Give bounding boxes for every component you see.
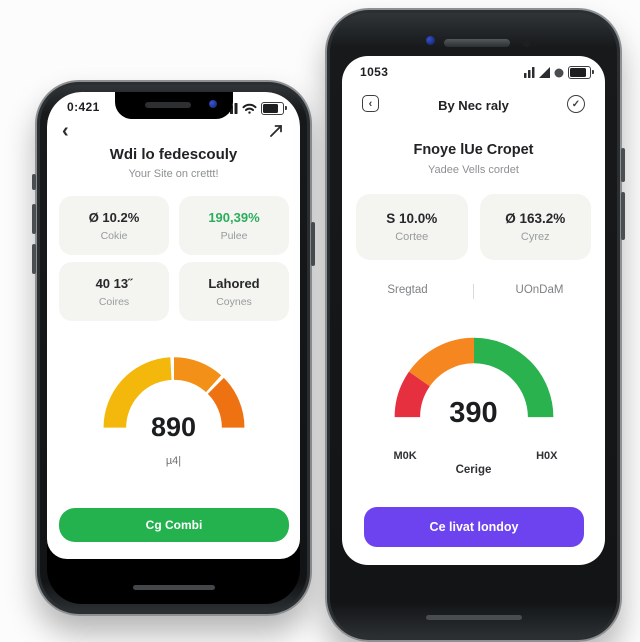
left-phone-screen: 0:421 ‹ Wdi lo f	[47, 92, 300, 604]
status-time: 0:421	[67, 100, 100, 114]
stat-label: Pulee	[220, 229, 248, 242]
mute-switch	[32, 174, 36, 190]
volume-up-button	[32, 204, 36, 234]
volume-button	[621, 148, 625, 182]
gauge-min-label: M0K	[393, 450, 417, 462]
stat-value: S 10.0%	[386, 211, 438, 226]
score-gauge: 890	[87, 345, 261, 442]
gauge-value: 890	[150, 412, 197, 442]
gauge-sub-label: µ4|	[165, 455, 182, 467]
stat-value: 40 13˝	[95, 275, 133, 291]
speaker-grille	[144, 102, 191, 108]
right-phone-frame: 1053 ‹ By Nec raly ✓ Fnoye lUe Cropet Ya…	[325, 8, 625, 642]
stat-card[interactable]: S 10.0% Cortee	[356, 194, 468, 260]
stat-value: 190,39%	[208, 209, 260, 225]
power-button	[311, 222, 315, 266]
stat-value: Ø 163.2%	[505, 211, 566, 226]
notch	[114, 92, 233, 119]
volume-down-button	[32, 244, 36, 274]
stat-label: Cokie	[100, 229, 128, 242]
tab-left[interactable]: Sregtad	[387, 284, 428, 296]
stat-value: Ø 10.2%	[88, 209, 140, 225]
tab-divider	[473, 284, 474, 299]
gauge-max-label: H0X	[536, 450, 558, 462]
speaker-grille	[444, 39, 510, 47]
gauge-center-label: Cerige	[455, 464, 492, 476]
left-app-content: 0:421 ‹ Wdi lo f	[47, 92, 300, 559]
primary-action-button[interactable]: Cg Combi	[59, 508, 289, 542]
right-phone-screen: 1053 ‹ By Nec raly ✓ Fnoye lUe Cropet Ya…	[342, 56, 605, 565]
home-indicator[interactable]	[425, 615, 522, 620]
stat-label: Coynes	[216, 295, 252, 308]
status-time: 1053	[360, 65, 389, 79]
segment-tabs: Sregtad UOnDaM	[342, 284, 605, 299]
score-gauge: 390 M0K H0X Cerige	[376, 324, 572, 476]
stat-value: Lahored	[208, 275, 260, 291]
page-title: Wdi lo fedescouly	[109, 146, 238, 163]
proximity-sensor	[523, 40, 530, 47]
primary-action-button[interactable]: Ce livat londoy	[364, 507, 584, 547]
stat-card[interactable]: Lahored Coynes	[179, 262, 289, 321]
battery-icon	[568, 66, 594, 79]
wifi-icon	[242, 103, 257, 114]
tab-right[interactable]: UOnDaM	[515, 284, 564, 296]
back-icon[interactable]: ‹	[62, 120, 69, 142]
stat-card[interactable]: 190,39% Pulee	[179, 196, 289, 255]
stat-label: Coires	[98, 295, 130, 308]
front-camera	[208, 100, 217, 108]
back-icon[interactable]: ‹	[362, 95, 379, 112]
front-camera	[426, 36, 435, 45]
status-icons	[524, 66, 594, 79]
gauge-value: 390	[449, 397, 498, 429]
page-subtitle: Yadee Vells cordet	[428, 164, 519, 176]
home-indicator[interactable]	[132, 585, 215, 590]
signal-bars-icon	[524, 67, 535, 78]
page-subtitle: Your Site on crettt!	[128, 168, 219, 180]
header-title: By Nec raly	[438, 98, 509, 113]
signal-triangle-icon	[539, 67, 550, 78]
power-button	[621, 192, 625, 240]
check-circle-icon[interactable]: ✓	[567, 95, 585, 113]
stat-card[interactable]: 40 13˝ Coires	[59, 262, 169, 321]
stat-cards: Ø 10.2% Cokie 190,39% Pulee 40 13˝ Coire…	[59, 196, 289, 321]
battery-icon	[261, 102, 287, 115]
left-phone-frame: 0:421 ‹ Wdi lo f	[32, 80, 315, 616]
stat-card[interactable]: Ø 163.2% Cyrez	[479, 194, 591, 260]
status-dot-icon	[554, 68, 564, 77]
stat-cards: S 10.0% Cortee Ø 163.2% Cyrez	[356, 194, 591, 260]
stat-label: Cyrez	[520, 231, 550, 243]
share-icon[interactable]	[269, 124, 283, 138]
stat-label: Cortee	[395, 231, 429, 243]
page-title: Fnoye lUe Cropet	[413, 142, 534, 158]
stat-card[interactable]: Ø 10.2% Cokie	[59, 196, 169, 255]
